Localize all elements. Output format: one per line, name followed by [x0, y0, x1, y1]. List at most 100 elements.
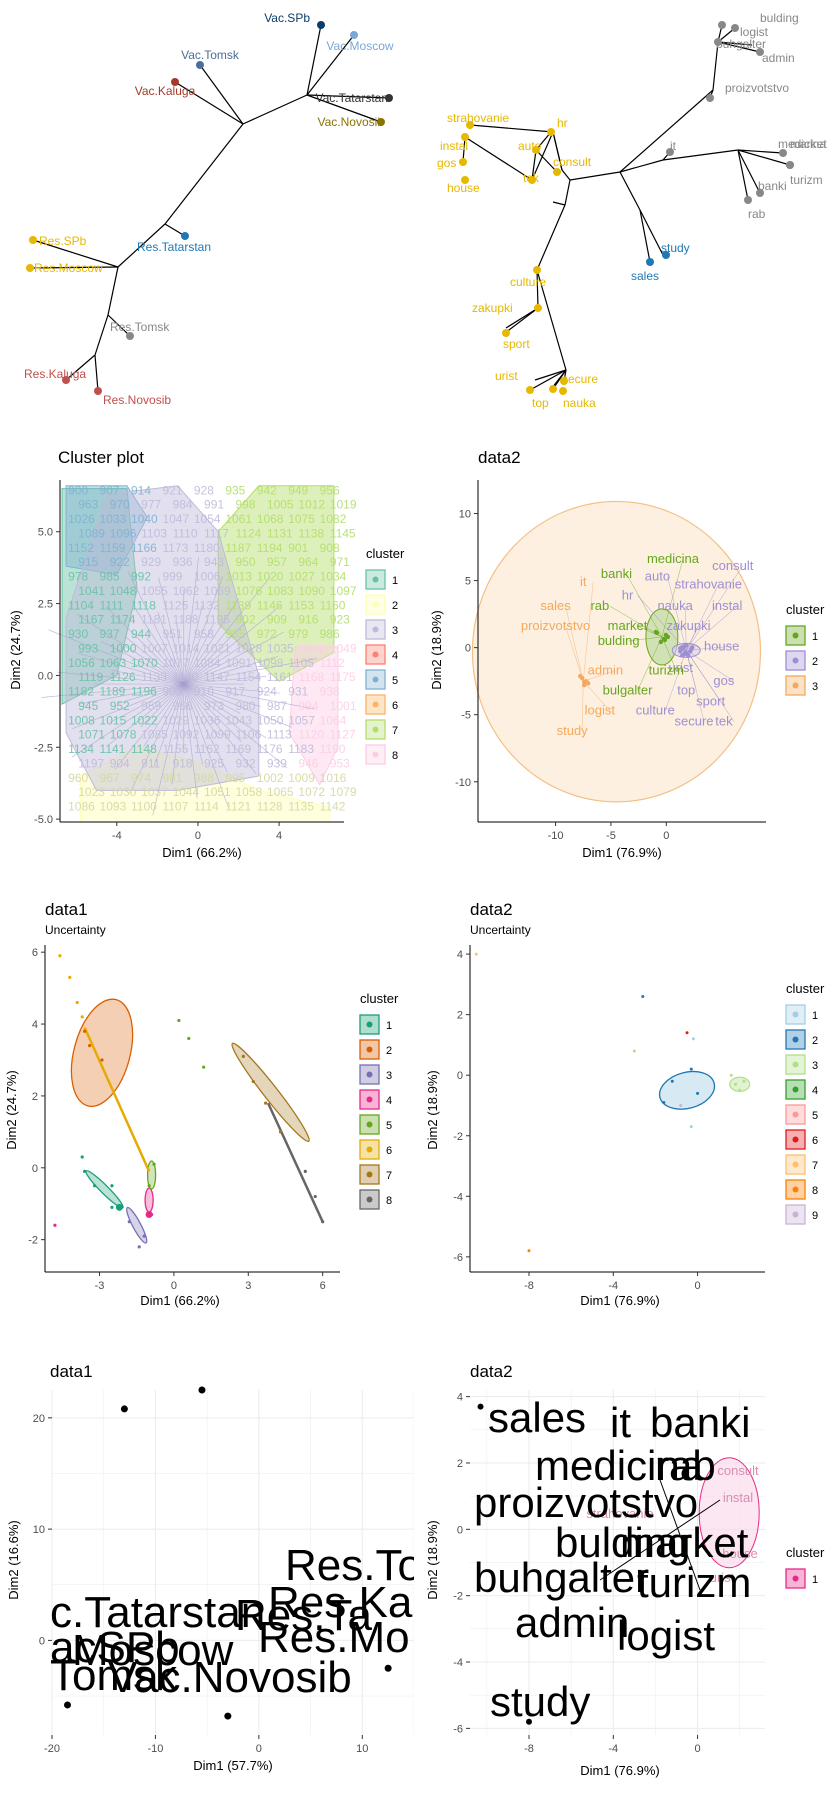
tree-node-label: study — [661, 241, 690, 255]
point-id-label: 1106 — [235, 728, 261, 742]
point-id-label: 980 — [235, 699, 255, 713]
cluster-ellipse — [70, 998, 134, 1108]
point-id-label: 1107 — [162, 800, 188, 814]
point-id-label: 1006 — [194, 570, 221, 584]
legend-marker — [792, 1061, 799, 1068]
point-id-label: 1128 — [257, 800, 283, 814]
point-id-label: 909 — [267, 613, 287, 627]
cluster-ray — [124, 636, 184, 685]
data-point — [251, 1079, 255, 1084]
y-tick-label: 0 — [465, 643, 471, 655]
legend-marker — [792, 1186, 799, 1193]
cluster-ray — [183, 658, 317, 685]
tree-node — [526, 386, 534, 394]
point-id-label: 1078 — [110, 728, 137, 742]
point-id-label: 1020 — [257, 570, 284, 584]
data-point — [580, 675, 585, 681]
point-label: zakupki — [666, 618, 710, 633]
cluster-ray — [127, 571, 185, 685]
point-id-label: 1160 — [320, 598, 346, 612]
point-label: banki — [650, 1399, 750, 1446]
panel-1-tree: Vac.SPb Vac.Moscow Vac.Tomsk Vac.Kaluga Vac.… — [24, 11, 394, 407]
point-id-label: 907 — [100, 483, 120, 497]
point-label: c.Tatarstan — [50, 1588, 265, 1637]
data-point — [64, 1701, 72, 1709]
x-tick-label: -3 — [95, 1280, 105, 1292]
point-label: it — [580, 574, 587, 589]
point-id-label: 1001 — [330, 699, 357, 713]
legend-marker — [792, 1086, 799, 1093]
cluster-hull — [65, 485, 148, 576]
point-id-label: 1100 — [131, 800, 157, 814]
point-id-label: 921 — [162, 483, 182, 497]
cluster-ray — [183, 576, 271, 685]
panel-5-title: data1 — [45, 900, 88, 919]
tree-node-label: zakupki — [472, 301, 513, 315]
point-label: house — [704, 638, 739, 653]
tree-node — [26, 264, 34, 272]
point-id-label: 1120 — [298, 728, 324, 742]
point-id-label: 910 — [194, 685, 214, 699]
legend-entry: 5 — [812, 1110, 818, 1122]
legend-title: cluster — [786, 981, 825, 996]
point-id-label: 935 — [225, 483, 245, 497]
legend-marker — [366, 1071, 373, 1078]
point-id-label: 902 — [235, 613, 255, 627]
point-id-label: 1110 — [173, 526, 198, 540]
point-id-label: 1071 — [78, 728, 105, 742]
point-id-label: 1005 — [267, 498, 294, 512]
legend-entry: 2 — [812, 1035, 818, 1047]
point-id-label: 1105 — [288, 656, 314, 670]
point-ray — [685, 565, 744, 651]
point-label: Vac.Novosib — [108, 1653, 352, 1702]
legend-title: cluster — [786, 1545, 825, 1560]
point-id-label: 1135 — [288, 800, 314, 814]
point-id-label: 952 — [110, 699, 130, 713]
tree-node — [94, 387, 102, 395]
point-ray — [582, 581, 594, 682]
x-tick-label: 3 — [245, 1280, 251, 1292]
point-label: bulding — [598, 633, 640, 648]
y-tick-label: -4 — [453, 1657, 463, 1669]
point-id-label: 911 — [141, 756, 160, 770]
data-point — [689, 1125, 693, 1129]
point-id-label: 903 — [162, 685, 182, 699]
cluster-ray — [176, 623, 185, 685]
tree-node-label: sport — [503, 337, 530, 351]
data-point — [662, 1100, 666, 1104]
tree-node-label: tek — [523, 171, 540, 185]
point-label: sales — [488, 1394, 586, 1441]
legend-entry: 3 — [386, 1070, 392, 1082]
point-id-label: 953 — [330, 756, 350, 770]
point-id-label: 1118 — [131, 598, 156, 612]
panel-8-ylabel: Dim2 (18.9%) — [425, 1520, 440, 1599]
point-id-label: 993 — [78, 641, 98, 655]
data-point — [142, 1234, 146, 1238]
data-point — [729, 1073, 733, 1077]
point-id-label: 932 — [235, 756, 255, 770]
point-id-label: 1183 — [288, 742, 314, 756]
data-point — [80, 1015, 84, 1019]
cluster-ray — [183, 598, 240, 685]
cluster-ray — [183, 683, 228, 773]
tree-node — [533, 266, 541, 274]
legend-entry: 1 — [812, 1010, 818, 1022]
data-point — [665, 634, 671, 640]
point-id-label: 900 — [68, 483, 88, 497]
point-id-label: 931 — [288, 685, 308, 699]
x-tick-label: -10 — [548, 830, 564, 842]
cluster-ray — [143, 683, 185, 747]
point-label: admin — [588, 662, 623, 677]
point-id-label: 1007 — [141, 641, 168, 655]
x-tick-label: 10 — [356, 1743, 368, 1755]
point-id-label: 916 — [298, 613, 318, 627]
x-tick-label: 6 — [320, 1280, 326, 1292]
data-point — [88, 1044, 92, 1048]
point-label: sales — [540, 598, 571, 613]
tree-node — [560, 377, 568, 385]
panel-8-title: data2 — [470, 1362, 513, 1381]
point-id-label: 1138 — [298, 526, 324, 540]
point-id-label: 950 — [235, 555, 255, 569]
data-point — [734, 1082, 737, 1086]
point-id-label: 942 — [257, 483, 277, 497]
